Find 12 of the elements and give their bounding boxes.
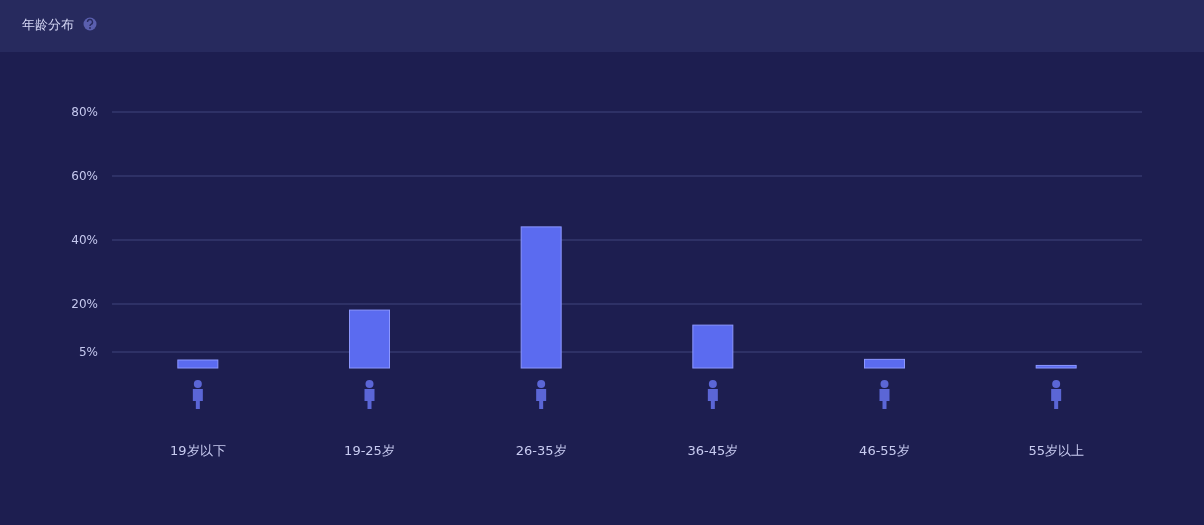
y-tick-label: 5% xyxy=(78,345,98,359)
y-tick-label: 60% xyxy=(71,169,98,183)
y-tick-label: 40% xyxy=(71,233,98,247)
y-tick-label: 20% xyxy=(71,297,98,311)
x-tick-label: 36-45岁 xyxy=(687,443,739,458)
chart-title: 年龄分布 xyxy=(22,17,74,32)
y-tick-label: 80% xyxy=(71,105,98,119)
x-tick-label: 46-55岁 xyxy=(859,443,910,458)
x-tick-label: 19岁以下 xyxy=(170,443,226,458)
x-tick-label: 19-25岁 xyxy=(344,443,395,458)
x-tick-label: 26-35岁 xyxy=(515,443,567,458)
x-tick-label: 55岁以上 xyxy=(1028,443,1084,458)
